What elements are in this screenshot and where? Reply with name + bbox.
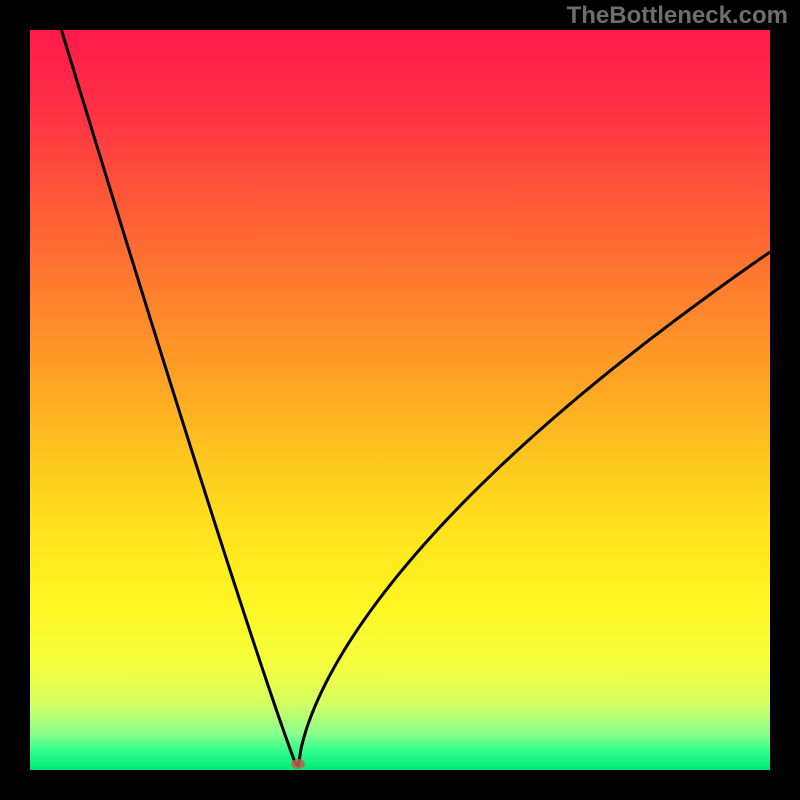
curve-layer (30, 30, 770, 770)
vertex-marker (291, 759, 305, 769)
watermark-text: TheBottleneck.com (567, 2, 788, 30)
chart-container: TheBottleneck.com (0, 0, 800, 800)
plot-area (30, 30, 770, 770)
bottleneck-curve (30, 30, 770, 766)
